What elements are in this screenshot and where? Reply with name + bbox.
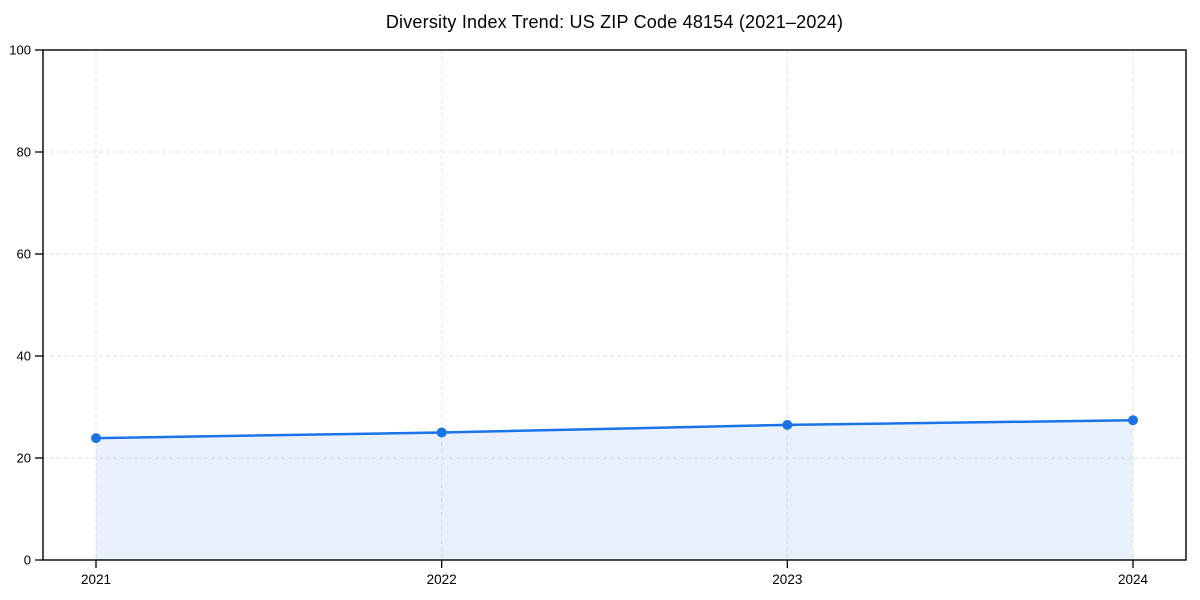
x-axis-tick-label: 2022	[427, 572, 457, 587]
x-axis-tick-label: 2024	[1118, 572, 1149, 587]
x-axis-tick-label: 2021	[81, 572, 111, 587]
y-axis-tick-label: 60	[17, 247, 31, 262]
trend-line	[94, 419, 1135, 440]
x-axis-tick-label: 2023	[772, 572, 802, 587]
data-point-2021	[91, 433, 101, 444]
y-axis-tick-label: 40	[17, 349, 31, 364]
y-axis-tick-label: 0	[24, 553, 31, 568]
chart-title: Diversity Index Trend: US ZIP Code 48154…	[385, 12, 844, 32]
plot-border	[42, 49, 1187, 561]
area-fill	[96, 420, 1133, 560]
data-point-2023	[782, 419, 793, 430]
y-axis-tick-label: 20	[17, 451, 31, 466]
data-point-2024	[1128, 415, 1138, 426]
data-point-2022	[436, 427, 447, 438]
y-axis-tick-label: 80	[17, 145, 31, 160]
y-axis-tick-label: 100	[9, 43, 31, 58]
